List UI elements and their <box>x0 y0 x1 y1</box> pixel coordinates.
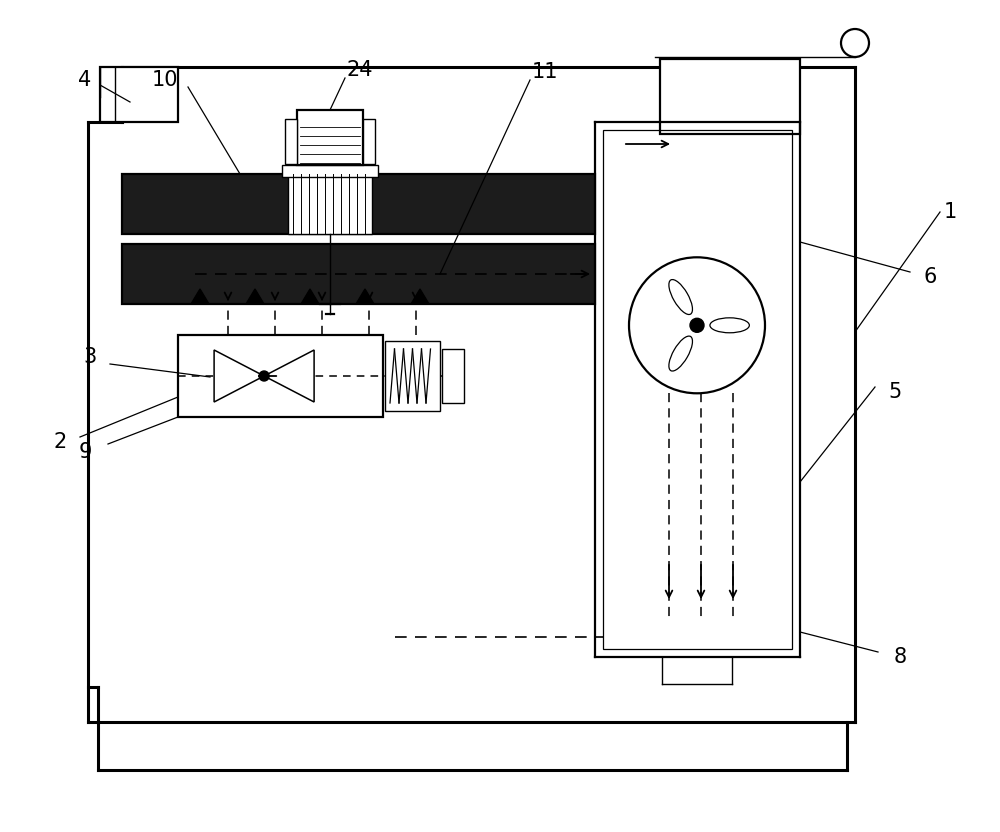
Bar <box>385 341 440 411</box>
Text: 5: 5 <box>888 382 902 402</box>
Text: 10: 10 <box>152 70 178 90</box>
Text: 4: 4 <box>78 70 92 90</box>
Bar <box>442 349 464 403</box>
Text: 8: 8 <box>893 647 907 667</box>
Polygon shape <box>191 289 209 304</box>
Text: 6: 6 <box>923 267 937 287</box>
Text: 1: 1 <box>943 202 957 222</box>
Polygon shape <box>356 289 374 304</box>
Polygon shape <box>411 289 429 304</box>
Bar <box>285 119 297 164</box>
Text: 3: 3 <box>83 347 97 367</box>
Polygon shape <box>214 350 264 402</box>
Ellipse shape <box>710 318 749 333</box>
Polygon shape <box>246 289 264 304</box>
Bar <box>282 165 378 177</box>
Bar <box>603 130 792 649</box>
Polygon shape <box>301 289 319 304</box>
Bar <box>297 110 363 165</box>
Bar <box>122 174 595 234</box>
Bar <box>288 174 372 234</box>
Ellipse shape <box>669 336 692 371</box>
Circle shape <box>841 29 869 57</box>
Circle shape <box>629 257 765 394</box>
Text: 24: 24 <box>347 60 373 80</box>
Circle shape <box>690 319 704 332</box>
Bar <box>100 67 178 122</box>
Text: 11: 11 <box>532 62 558 82</box>
Bar <box>363 119 375 164</box>
Text: 2: 2 <box>53 432 67 452</box>
Circle shape <box>259 371 269 381</box>
Ellipse shape <box>669 280 692 314</box>
Bar <box>178 335 383 417</box>
Text: 9: 9 <box>78 442 92 462</box>
Bar <box>660 59 800 134</box>
Bar <box>122 244 595 304</box>
Polygon shape <box>264 350 314 402</box>
